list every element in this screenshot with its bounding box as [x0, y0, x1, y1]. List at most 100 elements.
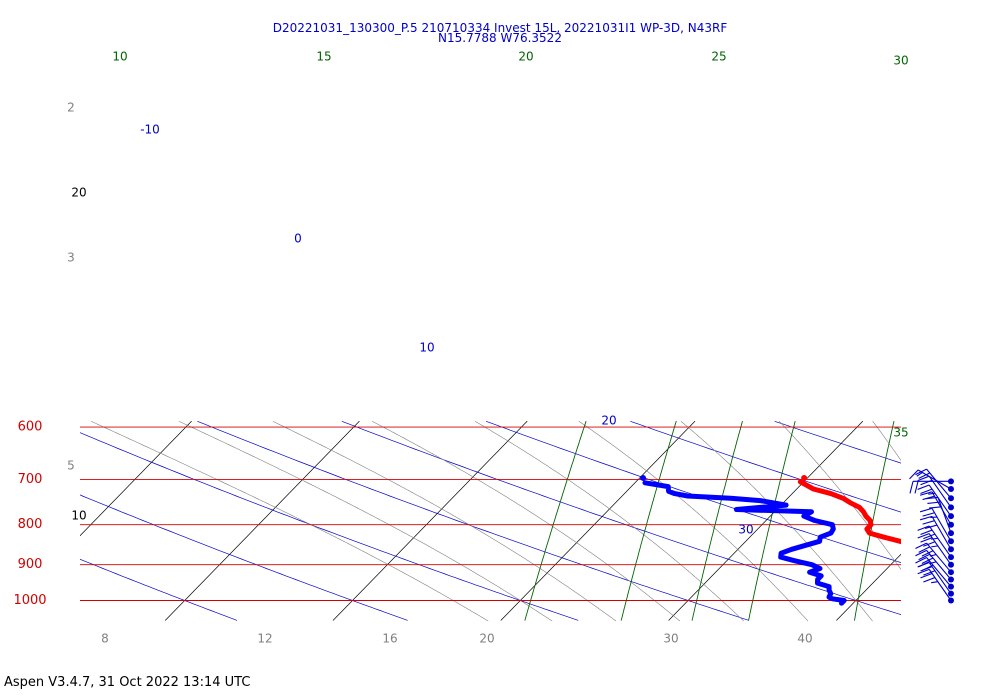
wind-barb-feather [923, 577, 936, 583]
dry-adiabat-line [919, 421, 1000, 620]
wind-barb-feather [919, 491, 933, 496]
wind-barb-feather [909, 481, 914, 494]
dry-adiabat-line [197, 421, 749, 621]
wind-barb-feather [931, 581, 938, 584]
wind-barb-feather [920, 566, 933, 572]
wind-barb-shaft [928, 569, 952, 601]
pressure-tick-label: 1000 [13, 593, 46, 608]
temperature-bottom-label: 30 [663, 632, 678, 646]
wind-barb-shaft [928, 533, 952, 566]
wind-barb-feather [921, 557, 934, 564]
wind-barb-feather [920, 488, 933, 495]
wind-barb-feather [922, 512, 935, 517]
temperature-profile [797, 479, 901, 545]
mixing-ratio-label: 25 [711, 50, 726, 64]
wind-barb-feather [923, 570, 936, 576]
wind-barb-shaft [928, 525, 952, 558]
wind-barb [915, 468, 954, 502]
wind-barb-feather [917, 568, 930, 575]
dry-adiabat-label: 30 [738, 523, 753, 537]
wind-barb-shaft [931, 508, 952, 542]
wind-barb-feather [921, 550, 934, 557]
wind-barb-feather [923, 533, 936, 540]
isotherm-left-label: 20 [71, 186, 86, 200]
wind-barb [919, 507, 954, 545]
temperature-bottom-label: 16 [382, 632, 397, 646]
pressure-tick-label: 600 [18, 420, 43, 435]
pressure-tick-label: 900 [18, 557, 43, 572]
wind-barb-shaft [937, 497, 952, 534]
wind-barb-shaft [926, 557, 952, 587]
isotherm-line [165, 421, 360, 621]
moist-adiabat-label: 3 [67, 251, 75, 265]
wind-barb-feather [920, 537, 933, 543]
wind-barb-feather [917, 525, 930, 531]
dry-adiabat-line [341, 421, 901, 615]
mixing-ratio-label: 35 [893, 426, 908, 440]
moist-adiabat-line [474, 421, 745, 622]
wind-barb-feather [927, 501, 940, 504]
dry-adiabat-line [486, 421, 901, 563]
wind-barb-feather [915, 557, 927, 564]
wind-barb-feather [931, 545, 938, 548]
wind-barb-feather [928, 492, 936, 495]
wind-barb-shaft [928, 562, 952, 594]
wind-barb [917, 525, 954, 561]
temperature-bottom-label: 12 [257, 632, 272, 646]
dry-adiabat-label: 20 [601, 414, 616, 428]
mixing-ratio-line [620, 420, 677, 621]
moist-adiabat-line [178, 421, 553, 622]
mixing-ratio-label: 20 [518, 50, 533, 64]
wind-barb-feather [918, 546, 931, 553]
dry-adiabat-line [80, 558, 238, 621]
dry-adiabat-label: 0 [294, 232, 302, 246]
moist-adiabat-line [578, 421, 809, 622]
moist-adiabat-line [962, 421, 1000, 621]
wind-barb-feather [924, 524, 938, 529]
isotherm-left-label: 10 [71, 509, 86, 523]
wind-barb-feather [919, 507, 933, 513]
chart-subtitle: N15.7788 W76.3522 [438, 31, 562, 45]
mixing-ratio-line [691, 420, 743, 621]
mixing-ratio-line [854, 420, 895, 621]
mixing-ratio-label: 30 [893, 54, 908, 68]
dewpoint-profile [642, 480, 847, 606]
wind-barb [915, 542, 954, 576]
moist-adiabat-line [680, 421, 873, 622]
wind-barb-feather [918, 553, 931, 561]
wind-barb [909, 478, 954, 494]
temperature-bottom-label: 8 [101, 632, 109, 646]
dewpoint-launch-marker [640, 474, 647, 481]
mixing-ratio-line [994, 421, 1000, 620]
temperature-launch-marker [801, 474, 808, 481]
dry-adiabat-line [80, 494, 408, 621]
wind-barb [919, 515, 954, 553]
wind-barb-feather [916, 472, 923, 477]
wind-barb-shaft [931, 516, 952, 550]
wind-barb [917, 475, 954, 511]
temperature-bottom-label: 40 [797, 632, 812, 646]
wind-barb [917, 561, 954, 597]
wind-barb-feather [915, 542, 927, 549]
wind-barb-feather [917, 484, 930, 490]
isotherm-line [836, 553, 901, 621]
wind-barb [917, 484, 954, 520]
wind-barb-feather [919, 515, 933, 521]
wind-barb-shaft [926, 468, 952, 499]
pressure-tick-label: 800 [18, 517, 43, 532]
footer-version: Aspen V3.4.7, 31 Oct 2022 13:14 UTC [4, 675, 251, 690]
wind-barb-feather [923, 541, 936, 547]
dry-adiabat-label: 10 [419, 341, 434, 355]
wind-barb-feather [917, 533, 930, 539]
wind-barb-feather [915, 468, 927, 476]
isotherm-line [668, 421, 863, 621]
wind-barb [917, 568, 954, 604]
mixing-ratio-label: 15 [316, 50, 331, 64]
wind-barb [917, 533, 954, 568]
wind-barb-feather [920, 572, 933, 579]
wind-barb-feather [925, 496, 939, 500]
wind-barb-feather [915, 549, 927, 557]
isotherm-line [80, 421, 192, 537]
moist-adiabat-label: 2 [67, 101, 75, 115]
mixing-ratio-line [524, 420, 587, 621]
